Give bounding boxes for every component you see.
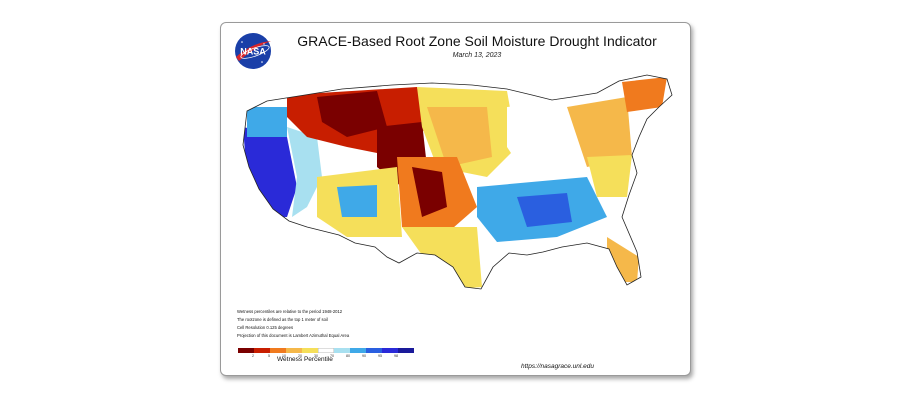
legend-tick: 2 <box>252 354 254 358</box>
legend-swatch <box>238 348 254 353</box>
note-line: Projection of this document is Lambert A… <box>237 333 350 338</box>
legend-swatch <box>334 348 350 353</box>
legend-swatch <box>398 348 414 353</box>
legend-tick: 80 <box>346 354 350 358</box>
legend-swatch <box>318 348 334 353</box>
wetness-legend: 2 5 10 20 30 70 80 90 95 98 <box>238 348 414 358</box>
legend-swatch <box>270 348 286 353</box>
nasa-logo-icon: NASA <box>235 33 271 69</box>
note-line: Cell Resolution 0.125 degrees <box>237 325 294 330</box>
nasa-logo-text: NASA <box>240 47 266 57</box>
legend-tick: 30 <box>314 354 318 358</box>
legend-tick: 10 <box>282 354 286 358</box>
legend-swatch <box>382 348 398 353</box>
legend-swatch <box>366 348 382 353</box>
legend-tick: 90 <box>362 354 366 358</box>
note-line: Wetness percentiles are relative to the … <box>237 309 343 314</box>
legend-color-bar <box>238 348 414 353</box>
note-line: The rootzone is defined as the top 1 met… <box>237 317 328 322</box>
legend-swatch <box>350 348 366 353</box>
map-title: GRACE-Based Root Zone Soil Moisture Drou… <box>297 33 657 49</box>
legend-ticks: 2 5 10 20 30 70 80 90 95 98 <box>238 354 414 358</box>
legend-tick: 95 <box>378 354 382 358</box>
legend-tick: 98 <box>394 354 398 358</box>
legend-tick: 70 <box>330 354 334 358</box>
legend-label: Wetness Percentile <box>277 356 333 363</box>
legend-swatch <box>254 348 270 353</box>
legend-swatch <box>286 348 302 353</box>
legend-tick: 5 <box>268 354 270 358</box>
map-card: NASA GRACE-Based Root Zone Soil Moisture… <box>220 22 691 376</box>
legend-swatch <box>302 348 318 353</box>
map-date: March 13, 2023 <box>452 52 502 59</box>
source-link[interactable]: https://nasagrace.unl.edu <box>521 363 594 370</box>
us-drought-map <box>242 74 673 290</box>
legend-tick: 20 <box>298 354 302 358</box>
map-notes: Wetness percentiles are relative to the … <box>237 308 349 340</box>
